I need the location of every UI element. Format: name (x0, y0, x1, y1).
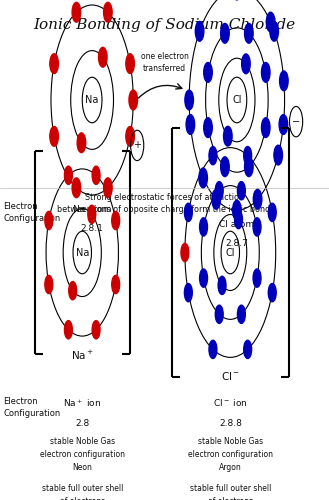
Text: Strong electrostatic forces of attraction
between ions of opposite charge form t: Strong electrostatic forces of attractio… (57, 192, 272, 214)
Ellipse shape (92, 320, 100, 339)
Ellipse shape (200, 269, 208, 287)
Ellipse shape (262, 118, 270, 138)
Text: Cl: Cl (232, 95, 241, 105)
Ellipse shape (69, 282, 77, 300)
Ellipse shape (200, 218, 208, 236)
Ellipse shape (181, 244, 189, 262)
Text: Na$^+$ ion: Na$^+$ ion (63, 398, 101, 409)
Ellipse shape (221, 157, 229, 176)
Ellipse shape (266, 12, 275, 32)
Ellipse shape (253, 269, 261, 287)
Ellipse shape (215, 305, 223, 324)
Text: Electron
Configuration: Electron Configuration (3, 398, 61, 418)
Ellipse shape (77, 133, 86, 152)
Ellipse shape (280, 71, 288, 90)
Ellipse shape (129, 90, 138, 110)
Text: Cl$^-$: Cl$^-$ (221, 370, 240, 382)
Ellipse shape (270, 22, 278, 41)
Text: Cl$^-$ ion: Cl$^-$ ion (213, 398, 248, 408)
Ellipse shape (244, 340, 252, 358)
Ellipse shape (72, 178, 81, 198)
Ellipse shape (235, 210, 242, 228)
Ellipse shape (215, 182, 223, 200)
Text: stable full outer shell
of electrons: stable full outer shell of electrons (190, 484, 271, 500)
Ellipse shape (199, 168, 207, 188)
Ellipse shape (204, 118, 212, 138)
Ellipse shape (99, 48, 107, 67)
Ellipse shape (104, 178, 112, 198)
Ellipse shape (268, 284, 276, 302)
Ellipse shape (126, 126, 134, 146)
Ellipse shape (238, 182, 245, 200)
Ellipse shape (223, 126, 232, 146)
Ellipse shape (92, 166, 100, 184)
Ellipse shape (241, 54, 250, 74)
Ellipse shape (253, 190, 262, 209)
Text: 2.8.7: 2.8.7 (225, 239, 248, 248)
Ellipse shape (238, 305, 245, 324)
Text: stable Noble Gas
electron configuration
Argon: stable Noble Gas electron configuration … (188, 438, 273, 472)
Text: Na atom: Na atom (73, 205, 112, 214)
Ellipse shape (233, 200, 241, 220)
Ellipse shape (262, 62, 270, 82)
Ellipse shape (185, 284, 192, 302)
Text: 2.8.1: 2.8.1 (81, 224, 104, 233)
Text: Cl atom: Cl atom (219, 220, 254, 229)
Ellipse shape (88, 205, 96, 224)
Ellipse shape (244, 24, 253, 43)
Ellipse shape (279, 114, 288, 134)
Text: stable Noble Gas
electron configuration
Neon: stable Noble Gas electron configuration … (40, 438, 125, 472)
Text: +: + (133, 140, 141, 150)
Ellipse shape (221, 24, 229, 43)
Text: Ionic Bonding of Sodium Chloride: Ionic Bonding of Sodium Chloride (34, 18, 295, 32)
Ellipse shape (253, 218, 261, 236)
Text: stable full outer shell
of electrons: stable full outer shell of electrons (41, 484, 123, 500)
Ellipse shape (64, 166, 72, 184)
Ellipse shape (195, 22, 204, 41)
Text: 2.8.8: 2.8.8 (219, 418, 242, 428)
Text: Electron
Configuration: Electron Configuration (3, 202, 61, 224)
Ellipse shape (104, 2, 112, 22)
Text: −: − (292, 116, 300, 126)
Text: Cl: Cl (226, 248, 235, 258)
Ellipse shape (64, 320, 72, 339)
Text: Na: Na (76, 248, 89, 258)
Ellipse shape (185, 90, 193, 110)
Ellipse shape (209, 340, 217, 358)
Ellipse shape (50, 54, 59, 74)
Ellipse shape (268, 204, 276, 222)
Ellipse shape (186, 114, 195, 134)
Text: Na: Na (86, 95, 99, 105)
Ellipse shape (212, 190, 220, 209)
Ellipse shape (72, 2, 81, 22)
Ellipse shape (126, 54, 134, 74)
Ellipse shape (112, 276, 120, 293)
Ellipse shape (209, 146, 217, 164)
Text: one electron
transferred: one electron transferred (140, 52, 189, 73)
Ellipse shape (112, 212, 120, 230)
Ellipse shape (45, 276, 53, 293)
Text: 2.8: 2.8 (75, 418, 89, 428)
Ellipse shape (204, 62, 212, 82)
Ellipse shape (50, 126, 59, 146)
Text: Na$^+$: Na$^+$ (71, 348, 94, 362)
Ellipse shape (45, 212, 53, 230)
Ellipse shape (244, 146, 252, 164)
Ellipse shape (274, 145, 283, 165)
Ellipse shape (218, 276, 226, 294)
Ellipse shape (244, 157, 253, 176)
Ellipse shape (185, 204, 192, 222)
